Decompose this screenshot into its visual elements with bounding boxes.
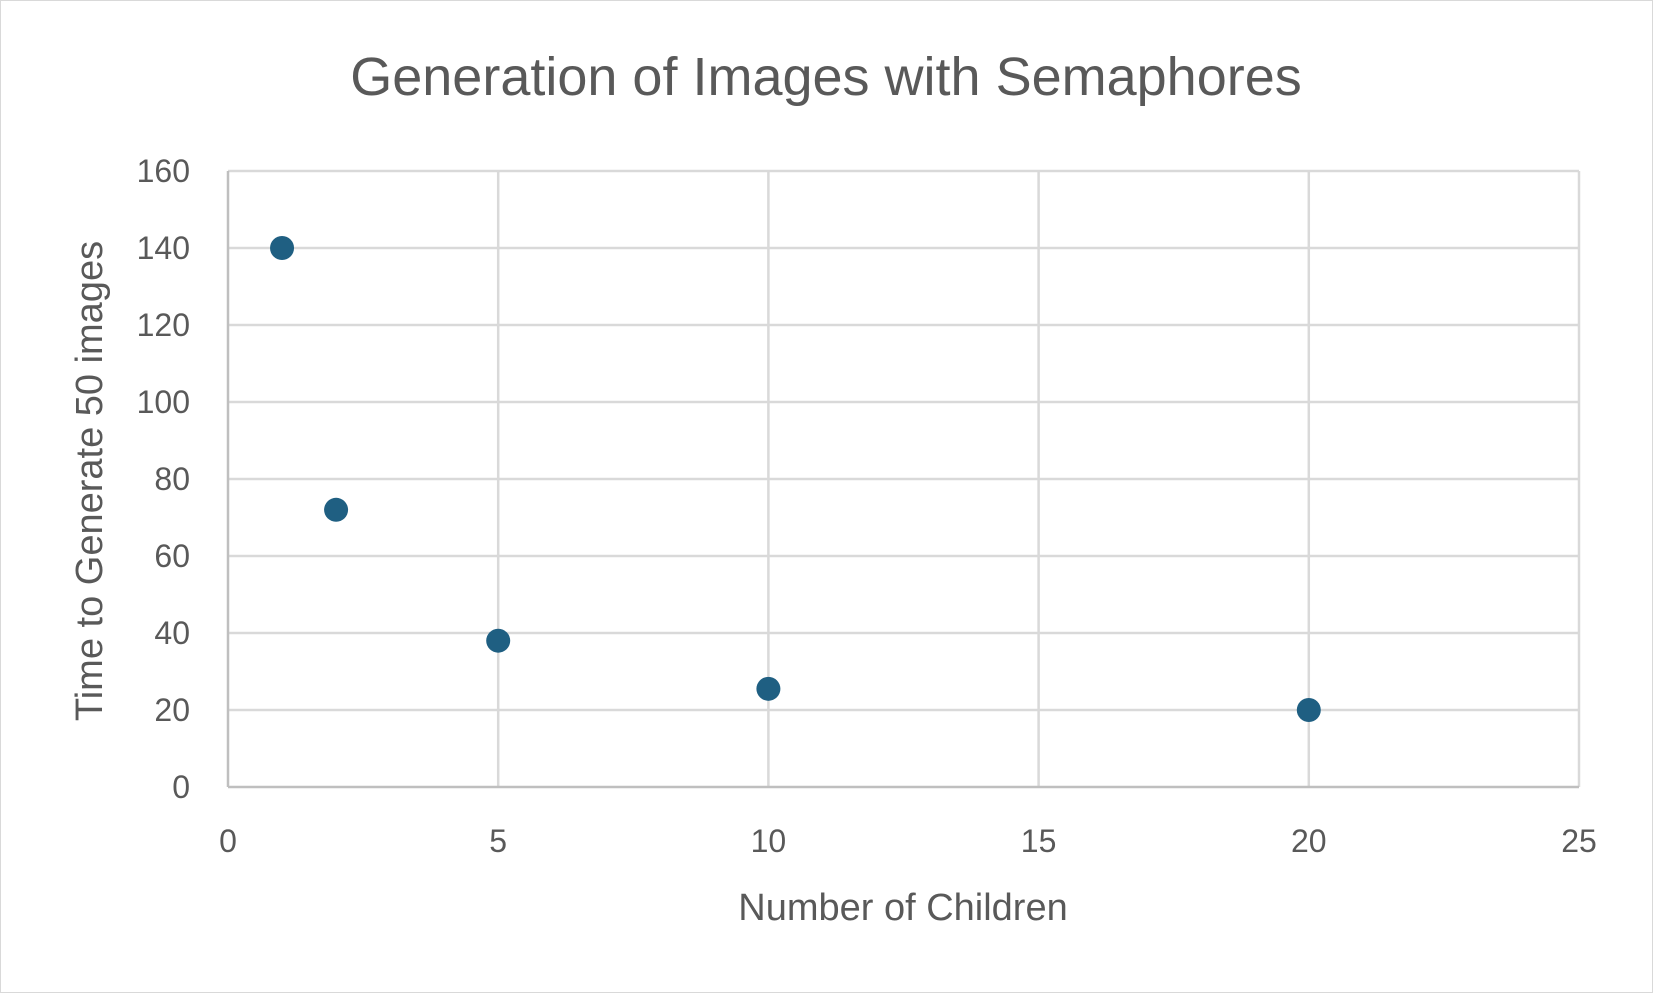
- x-tick-label: 5: [489, 823, 507, 859]
- y-tick-label: 0: [172, 769, 190, 805]
- y-tick-label: 120: [137, 307, 190, 343]
- data-point: [756, 676, 781, 701]
- x-tick-label: 10: [751, 823, 787, 859]
- gridlines: [228, 169, 1581, 787]
- y-tick-label: 140: [137, 230, 190, 266]
- y-tick-label: 20: [154, 692, 190, 728]
- axes: [226, 171, 1579, 789]
- chart-title: Generation of Images with Semaphores: [350, 47, 1302, 107]
- data-point: [324, 497, 349, 522]
- x-tick-label: 25: [1561, 823, 1597, 859]
- y-tick-label: 160: [137, 153, 190, 189]
- y-axis-title: Time to Generate 50 images: [69, 241, 111, 721]
- y-tick-label: 40: [154, 615, 190, 651]
- data-point: [270, 236, 295, 260]
- data-points: [270, 236, 1321, 722]
- x-axis-title: Number of Children: [738, 887, 1067, 929]
- x-tick-label: 15: [1021, 823, 1057, 859]
- y-tick-label: 100: [137, 384, 190, 420]
- x-tick-label: 0: [219, 823, 237, 859]
- y-tick-label: 60: [154, 538, 190, 574]
- x-tick-label: 20: [1291, 823, 1327, 859]
- tick-labels: 0 20 40 60 80 100 120 140 160 0 5 10 15 20 25: [137, 153, 1597, 859]
- data-point: [1296, 698, 1321, 722]
- data-point: [486, 628, 511, 653]
- y-tick-label: 80: [154, 461, 190, 497]
